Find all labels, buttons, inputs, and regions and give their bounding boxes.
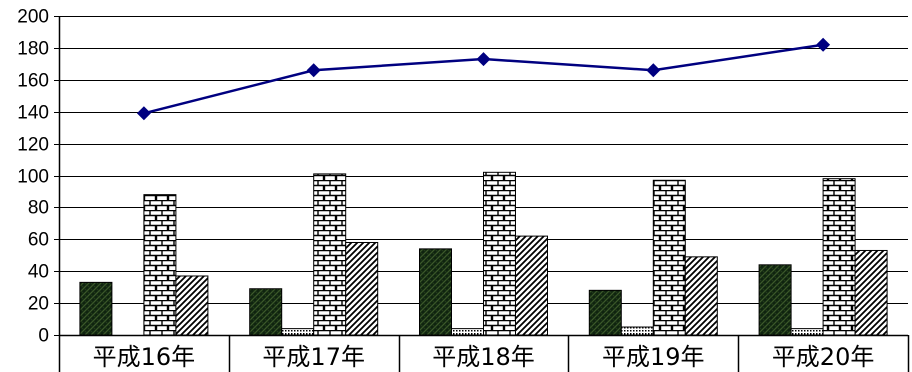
bar-diagonal-2 [515, 235, 548, 336]
bar-dark-weave-3 [588, 289, 622, 336]
y-tick-label: 0 [38, 326, 49, 347]
bar-diagonal-4 [854, 249, 888, 336]
bar-dots-1 [281, 328, 315, 336]
line-marker-4 [816, 37, 831, 52]
bar-dots-3 [620, 326, 654, 336]
bar-brick-4 [822, 178, 856, 336]
bar-dots-2 [451, 328, 484, 336]
bar-brick-1 [313, 173, 347, 336]
y-tick-label: 200 [17, 7, 49, 28]
labels: 0 20 40 60 80 100 120 140 160 180 200 平成16年 平成17年 平成1… [17, 7, 874, 372]
y-tick-label: 100 [17, 167, 49, 188]
line-marker-0 [136, 106, 151, 121]
bar-diagonal-1 [345, 241, 379, 336]
bar-dark-weave-0 [79, 281, 113, 336]
bar-brick-2 [483, 171, 516, 336]
bar-dark-weave-1 [249, 288, 283, 336]
bar-dark-weave-2 [419, 248, 452, 336]
bar-diagonal-3 [684, 256, 718, 336]
y-tick-label: 80 [28, 198, 49, 219]
axes [54, 16, 910, 372]
x-category-label: 平成17年 [262, 343, 365, 371]
bar-brick-3 [652, 179, 686, 336]
bar-dots-4 [790, 328, 824, 336]
y-tick-label: 120 [17, 135, 49, 156]
y-tick-label: 20 [28, 294, 49, 315]
bar-brick-0 [143, 194, 177, 336]
y-tick-label: 40 [28, 262, 49, 283]
bars [79, 171, 888, 336]
x-category-label: 平成18年 [432, 343, 535, 371]
line-series [136, 37, 831, 121]
x-category-label: 平成20年 [772, 343, 875, 371]
y-tick-label: 160 [17, 71, 49, 92]
line-marker-2 [476, 52, 491, 67]
y-tick-label: 180 [17, 39, 49, 60]
x-category-label: 平成19年 [602, 343, 705, 371]
y-tick-label: 60 [28, 230, 49, 251]
line-marker-1 [306, 63, 321, 78]
x-category-label: 平成16年 [93, 343, 196, 371]
bar-dark-weave-4 [758, 264, 792, 336]
line-marker-3 [646, 63, 661, 78]
bar-diagonal-0 [175, 275, 209, 336]
y-tick-label: 140 [17, 103, 49, 124]
